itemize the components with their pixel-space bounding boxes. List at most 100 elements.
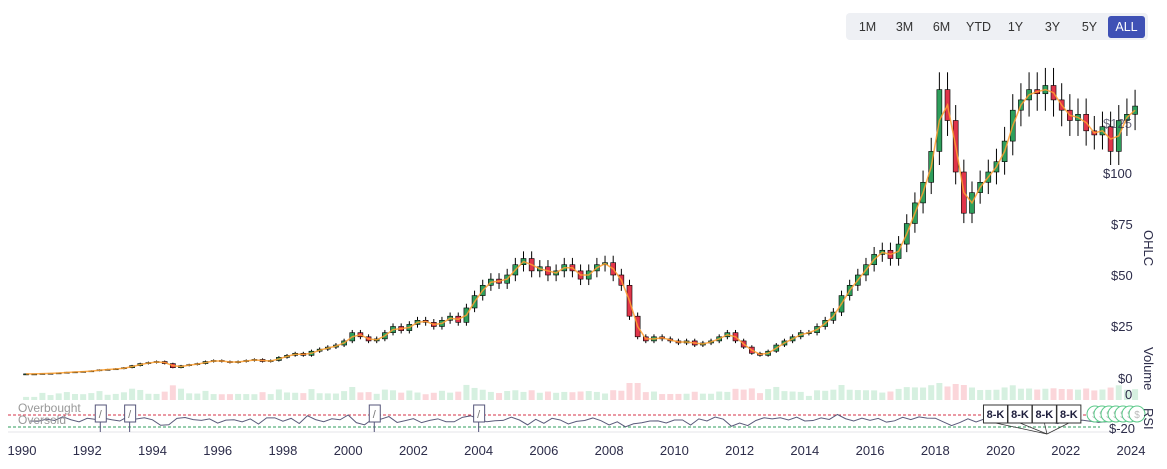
- volume-bar: [724, 391, 731, 400]
- volume-bar: [357, 392, 364, 400]
- rsi-axis-title: RSI: [1141, 408, 1156, 430]
- volume-bar: [1091, 390, 1098, 400]
- volume-bar: [838, 385, 845, 400]
- range-selector: 1M 3M 6M YTD 1Y 3Y 5Y ALL: [846, 13, 1148, 40]
- volume-bar: [267, 394, 274, 400]
- x-tick-label: 2004: [464, 443, 493, 458]
- volume-bar: [569, 392, 576, 400]
- volume-bar: [275, 389, 282, 400]
- y-tick-100: $100: [1103, 166, 1132, 181]
- range-3m-button[interactable]: 3M: [895, 19, 914, 34]
- volume-bar: [1107, 387, 1114, 400]
- range-all-button[interactable]: ALL: [1108, 15, 1145, 38]
- volume-bar: [390, 390, 397, 400]
- volume-bar: [773, 386, 780, 400]
- volume-bar: [708, 393, 715, 400]
- volume-bar: [830, 389, 837, 400]
- volume-bar: [585, 391, 592, 400]
- volume-bar: [911, 387, 918, 400]
- volume-bar: [23, 396, 30, 400]
- moving-average-line: [26, 88, 1136, 375]
- volume-bar: [610, 390, 617, 400]
- range-3y-button[interactable]: 3Y: [1044, 19, 1061, 34]
- range-ytd-button[interactable]: YTD: [966, 19, 991, 34]
- volume-bar: [365, 392, 372, 400]
- volume-bar: [178, 388, 185, 400]
- volume-bar: [463, 384, 470, 400]
- volume-bar: [1001, 387, 1008, 400]
- volume-bar: [471, 387, 478, 400]
- volume-bar: [642, 392, 649, 400]
- volume-bar: [308, 389, 315, 400]
- volume-bar: [944, 386, 951, 400]
- y-tick-75: $75: [1111, 217, 1133, 232]
- volume-bar: [602, 393, 609, 400]
- volume-bar: [112, 393, 119, 400]
- overbought-label: Overbought: [18, 401, 81, 415]
- filing-marker-connector: [1019, 422, 1048, 435]
- volume-bar: [1058, 389, 1065, 400]
- x-tick-label: 2000: [334, 443, 363, 458]
- range-1y-button[interactable]: 1Y: [1007, 19, 1024, 34]
- range-1m-button[interactable]: 1M: [858, 19, 877, 34]
- volume-bar: [716, 391, 723, 400]
- volume-bar: [683, 393, 690, 400]
- volume-bar: [862, 390, 869, 400]
- range-6m-button[interactable]: 6M: [932, 19, 951, 34]
- volume-bar: [561, 391, 568, 400]
- volume-bar: [316, 393, 323, 400]
- x-tick-label: 1990: [8, 443, 37, 458]
- split-marker: [368, 404, 381, 423]
- volume-bar: [341, 391, 348, 400]
- x-tick-label: 2014: [790, 443, 819, 458]
- volume-bar: [243, 394, 250, 400]
- volume-bar: [39, 392, 46, 400]
- volume-tick-0: 0: [1125, 387, 1132, 402]
- volume-bar: [1042, 388, 1049, 400]
- volume-bar: [129, 388, 136, 400]
- volume-bar: [854, 390, 861, 400]
- volume-bar: [797, 391, 804, 400]
- volume-bar: [879, 392, 886, 400]
- y-tick-125: $125: [1103, 116, 1132, 131]
- volume-bar: [650, 391, 657, 400]
- volume-bar: [1017, 388, 1024, 400]
- x-tick-label: 1994: [138, 443, 167, 458]
- volume-bar: [479, 389, 486, 400]
- volume-bar: [235, 393, 242, 400]
- volume-bar: [63, 392, 70, 400]
- volume-bar: [920, 387, 927, 400]
- volume-bar: [332, 393, 339, 400]
- volume-bar: [805, 395, 812, 400]
- volume-bar: [398, 392, 405, 400]
- volume-bar: [544, 391, 551, 400]
- volume-bar: [194, 393, 201, 400]
- volume-bar: [137, 389, 144, 400]
- volume-bar: [781, 391, 788, 400]
- volume-bar: [626, 383, 633, 400]
- volume-bar: [887, 391, 894, 400]
- split-marker: [473, 404, 486, 423]
- volume-bar: [577, 391, 584, 400]
- volume-bar: [667, 393, 674, 400]
- x-tick-label: 2024: [1117, 443, 1146, 458]
- dollar-circle-icon: [1128, 405, 1146, 423]
- volume-bar: [740, 389, 747, 400]
- volume-bar: [72, 393, 79, 400]
- x-tick-label: 1992: [73, 443, 102, 458]
- volume-bar: [553, 392, 560, 400]
- range-5y-button[interactable]: 5Y: [1081, 19, 1098, 34]
- volume-bar: [430, 392, 437, 400]
- y-tick-50: $50: [1111, 268, 1133, 283]
- volume-bar: [659, 394, 666, 400]
- volume-bar: [871, 390, 878, 400]
- volume-bar: [985, 389, 992, 400]
- volume-bar: [1066, 389, 1073, 400]
- volume-bar: [349, 387, 356, 400]
- split-marker-label: /: [373, 409, 377, 421]
- split-marker-label: /: [477, 409, 481, 421]
- x-tick-label: 2022: [1051, 443, 1080, 458]
- volume-bar: [226, 394, 233, 400]
- volume-bar: [520, 391, 527, 400]
- volume-bar: [968, 387, 975, 400]
